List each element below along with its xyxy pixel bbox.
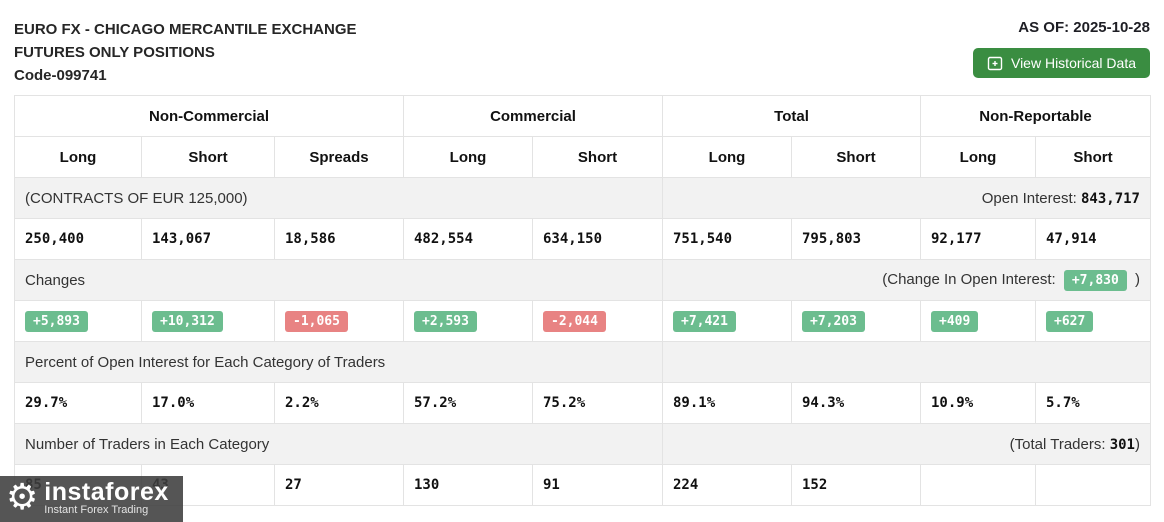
- change-oi-prefix: (Change In Open Interest:: [882, 270, 1056, 288]
- open-interest-label: Open Interest:: [981, 189, 1077, 207]
- total-traders-value: 301: [1109, 436, 1135, 453]
- position-c-long: 482,554: [403, 218, 533, 260]
- traders-nr-short: [1035, 464, 1151, 506]
- percent-t-short: 94.3%: [791, 382, 921, 424]
- contracts-band-row: (CONTRACTS OF EUR 125,000) Open Interest…: [14, 177, 1151, 219]
- change-c-long-badge: +2,593: [414, 310, 477, 332]
- changes-band-row: Changes (Change In Open Interest: +7,830…: [14, 259, 1151, 301]
- percent-band-empty: [662, 341, 1151, 383]
- change-nr-long-badge: +409: [931, 310, 979, 332]
- col-header-nr-long: Long: [920, 136, 1036, 178]
- change-nc-long-badge: +5,893: [25, 310, 88, 332]
- col-header-nc-long: Long: [14, 136, 142, 178]
- col-header-nc-short: Short: [141, 136, 275, 178]
- group-header-non-reportable: Non-Reportable: [920, 95, 1151, 137]
- changes-row: +5,893 +10,312 -1,065 +2,593 -2,044 +7,4…: [14, 300, 1151, 342]
- change-oi-badge: +7,830: [1063, 269, 1127, 291]
- col-header-nr-short: Short: [1035, 136, 1151, 178]
- col-header-nc-spreads: Spreads: [274, 136, 404, 178]
- percent-nr-long: 10.9%: [920, 382, 1036, 424]
- traders-band-row: Number of Traders in Each Category (Tota…: [14, 423, 1151, 465]
- traders-c-short: 91: [532, 464, 663, 506]
- watermark-brand: instaforex: [44, 478, 169, 506]
- traders-label: Number of Traders in Each Category: [14, 423, 663, 465]
- change-c-short-badge: -2,044: [543, 310, 606, 332]
- changes-label: Changes: [14, 259, 663, 301]
- watermark-text-block: instaforex Instant Forex Trading: [44, 478, 169, 517]
- position-t-long: 751,540: [662, 218, 792, 260]
- traders-c-long: 130: [403, 464, 533, 506]
- contracts-label: (CONTRACTS OF EUR 125,000): [14, 177, 663, 219]
- traders-t-short: 152: [791, 464, 921, 506]
- total-traders-suffix: ): [1135, 435, 1140, 453]
- position-c-short: 634,150: [532, 218, 663, 260]
- percent-nc-spreads: 2.2%: [274, 382, 404, 424]
- percent-nr-short: 5.7%: [1035, 382, 1151, 424]
- report-title-line1: EURO FX - CHICAGO MERCANTILE EXCHANGE: [14, 21, 357, 38]
- traders-row: 85 43 27 130 91 224 152: [14, 464, 1151, 506]
- percent-nc-short: 17.0%: [141, 382, 275, 424]
- positions-row: 250,400 143,067 18,586 482,554 634,150 7…: [14, 218, 1151, 260]
- percent-band-row: Percent of Open Interest for Each Catego…: [14, 341, 1151, 383]
- total-traders-cell: (Total Traders: 301): [662, 423, 1151, 465]
- percent-c-long: 57.2%: [403, 382, 533, 424]
- total-traders-prefix: (Total Traders:: [1009, 435, 1106, 453]
- col-header-t-long: Long: [662, 136, 792, 178]
- position-nc-spreads: 18,586: [274, 218, 404, 260]
- change-t-short-badge: +7,203: [802, 310, 865, 332]
- percent-row: 29.7% 17.0% 2.2% 57.2% 75.2% 89.1% 94.3%…: [14, 382, 1151, 424]
- report-title-block: EURO FX - CHICAGO MERCANTILE EXCHANGE FU…: [14, 18, 357, 87]
- percent-nc-long: 29.7%: [14, 382, 142, 424]
- position-nr-short: 47,914: [1035, 218, 1151, 260]
- percent-c-short: 75.2%: [532, 382, 663, 424]
- view-historical-data-label: View Historical Data: [1010, 55, 1136, 71]
- cot-positions-table: Non-Commercial Commercial Total Non-Repo…: [14, 95, 1151, 506]
- position-nc-short: 143,067: [141, 218, 275, 260]
- instaforex-watermark: ⚙ instaforex Instant Forex Trading: [0, 476, 183, 522]
- col-header-c-long: Long: [403, 136, 533, 178]
- position-t-short: 795,803: [791, 218, 921, 260]
- percent-t-long: 89.1%: [662, 382, 792, 424]
- gear-logo-icon: ⚙: [6, 477, 39, 518]
- group-header-non-commercial: Non-Commercial: [14, 95, 404, 137]
- group-header-commercial: Commercial: [403, 95, 663, 137]
- position-nr-long: 92,177: [920, 218, 1036, 260]
- change-nc-spreads-badge: -1,065: [285, 310, 348, 332]
- group-header-row: Non-Commercial Commercial Total Non-Repo…: [14, 95, 1151, 137]
- open-interest-value: 843,717: [1080, 190, 1140, 207]
- watermark-tagline: Instant Forex Trading: [44, 504, 149, 516]
- change-open-interest-cell: (Change In Open Interest: +7,830 ): [662, 259, 1151, 301]
- header-right-block: AS OF: 2025-10-28 View Historical Data: [972, 18, 1150, 78]
- calendar-plus-icon: [987, 55, 1003, 71]
- col-header-c-short: Short: [532, 136, 663, 178]
- report-code: Code-099741: [14, 67, 107, 84]
- view-historical-data-button[interactable]: View Historical Data: [972, 48, 1150, 78]
- column-header-row: Long Short Spreads Long Short Long Short…: [14, 136, 1151, 178]
- change-nc-short-badge: +10,312: [152, 310, 223, 332]
- traders-nr-long: [920, 464, 1036, 506]
- col-header-t-short: Short: [791, 136, 921, 178]
- group-header-total: Total: [662, 95, 921, 137]
- change-oi-suffix: ): [1135, 270, 1140, 288]
- report-title-line2: FUTURES ONLY POSITIONS: [14, 44, 215, 61]
- position-nc-long: 250,400: [14, 218, 142, 260]
- change-t-long-badge: +7,421: [673, 310, 736, 332]
- traders-nc-spreads: 27: [274, 464, 404, 506]
- change-nr-short-badge: +627: [1046, 310, 1094, 332]
- percent-label: Percent of Open Interest for Each Catego…: [14, 341, 663, 383]
- open-interest-cell: Open Interest: 843,717: [662, 177, 1151, 219]
- page-header: EURO FX - CHICAGO MERCANTILE EXCHANGE FU…: [0, 0, 1164, 91]
- as-of-date: AS OF: 2025-10-28: [1018, 19, 1150, 36]
- traders-t-long: 224: [662, 464, 792, 506]
